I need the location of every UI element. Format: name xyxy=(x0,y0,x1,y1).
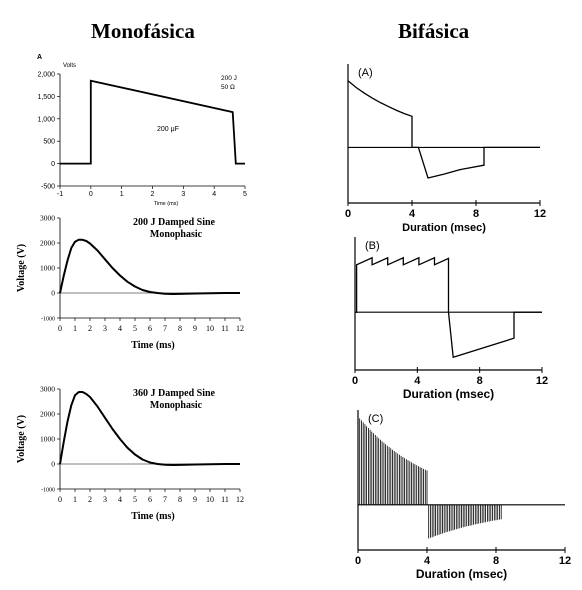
x-tick-label: 1 xyxy=(73,324,77,333)
panel-label: (A) xyxy=(358,67,373,79)
x-tick-label: 4 xyxy=(424,555,431,567)
panel-label: (B) xyxy=(365,240,380,252)
y-axis-label: Voltage (V) xyxy=(16,415,27,463)
y-tick-label: 3000 xyxy=(40,385,55,394)
annotation-energy: 200 J xyxy=(221,75,237,82)
x-tick-label: 12 xyxy=(559,555,571,567)
x-tick-label: 4 xyxy=(118,495,122,504)
x-tick-label: 8 xyxy=(178,324,182,333)
chart-biphasic-a: 0 4 8 12 Duration (msec) (A) xyxy=(345,64,546,234)
x-tick-label: 7 xyxy=(163,324,167,333)
series-line xyxy=(59,238,240,295)
x-tick-label: 2 xyxy=(88,324,92,333)
x-tick-label: 3 xyxy=(103,495,107,504)
panel-label: A xyxy=(37,54,42,61)
y-tick-label: 1000 xyxy=(40,264,55,273)
chart-subtitle: Monophasic xyxy=(150,229,203,240)
chart-title: 200 J Damped Sine xyxy=(133,217,216,228)
x-tick-label: 8 xyxy=(493,555,499,567)
y-axis-label: Voltage (V) xyxy=(16,244,27,292)
annotation-resistance: 50 Ω xyxy=(221,84,235,91)
pulse-train-phase2 xyxy=(428,504,502,539)
y-tick-label: 0 xyxy=(51,289,55,298)
y-axis-label: Volts xyxy=(63,63,76,69)
y-tick-label: 2000 xyxy=(40,410,55,419)
series-line xyxy=(355,256,542,359)
x-tick-label: 8 xyxy=(477,375,483,387)
x-tick-label: 9 xyxy=(193,495,197,504)
x-axis-label: Time (ms) xyxy=(131,511,174,522)
x-tick-label: 6 xyxy=(148,495,152,504)
x-tick-label: 8 xyxy=(178,495,182,504)
x-tick-label: 2 xyxy=(88,495,92,504)
y-tick-label: 3000 xyxy=(40,214,55,223)
x-tick-label: 7 xyxy=(163,495,167,504)
y-tick-label: -500 xyxy=(41,184,55,191)
x-tick-label: 10 xyxy=(206,324,214,333)
pulse-train-phase1 xyxy=(357,416,428,505)
x-tick-label: 12 xyxy=(236,495,244,504)
chart-title: 360 J Damped Sine xyxy=(133,388,216,399)
y-tick-label: -1000 xyxy=(41,488,55,494)
annotation-capacitance: 200 μF xyxy=(157,126,179,133)
x-axis-label: Time (ms) xyxy=(131,340,174,351)
x-tick-label: 2 xyxy=(151,191,155,198)
x-tick-label: 8 xyxy=(473,208,479,220)
x-tick-label: 4 xyxy=(409,208,416,220)
series-line xyxy=(60,79,245,165)
x-tick-label: 11 xyxy=(221,324,229,333)
x-tick-label: 12 xyxy=(534,208,546,220)
x-tick-label: 1 xyxy=(120,191,124,198)
x-tick-label: 3 xyxy=(103,324,107,333)
x-tick-label: 10 xyxy=(206,495,214,504)
x-tick-label: 11 xyxy=(221,495,229,504)
x-tick-label: 5 xyxy=(133,495,137,504)
x-tick-label: 0 xyxy=(58,324,62,333)
chart-subtitle: Monophasic xyxy=(150,400,203,411)
header-monophasic: Monofásica xyxy=(91,19,195,43)
x-tick-label: 1 xyxy=(73,495,77,504)
y-tick-label: 1,000 xyxy=(37,116,55,123)
y-tick-label: 0 xyxy=(51,161,55,168)
chart-biphasic-b: 0 4 8 12 Duration (msec) (B) xyxy=(352,237,548,401)
y-tick-label: 2000 xyxy=(40,239,55,248)
x-tick-label: 0 xyxy=(89,191,93,198)
y-tick-label: 2,000 xyxy=(37,72,55,79)
x-tick-label: 5 xyxy=(243,191,247,198)
x-tick-label: 4 xyxy=(118,324,122,333)
x-axis-label: Duration (msec) xyxy=(403,387,494,401)
series-line xyxy=(347,80,540,179)
series-line xyxy=(59,391,240,466)
x-tick-label: 6 xyxy=(148,324,152,333)
panel-label: (C) xyxy=(368,413,383,425)
x-axis-label: Time (ms) xyxy=(154,201,179,207)
header-biphasic: Bifásica xyxy=(398,19,470,43)
chart-biphasic-c: 0 4 8 12 Duration (msec) (C) xyxy=(355,410,571,581)
x-tick-label: 12 xyxy=(236,324,244,333)
x-tick-label: 12 xyxy=(536,375,548,387)
y-tick-label: -1000 xyxy=(41,317,55,323)
y-tick-label: 1,500 xyxy=(37,94,55,101)
y-tick-label: 1000 xyxy=(40,435,55,444)
x-tick-label: 0 xyxy=(352,375,358,387)
x-tick-label: 9 xyxy=(193,324,197,333)
x-tick-label: 0 xyxy=(58,495,62,504)
x-tick-label: 0 xyxy=(345,208,351,220)
x-tick-label: 4 xyxy=(212,191,216,198)
x-tick-label: -1 xyxy=(57,191,63,198)
x-tick-label: 4 xyxy=(414,375,421,387)
y-tick-label: 500 xyxy=(43,139,55,146)
x-tick-label: 3 xyxy=(181,191,185,198)
x-axis-label: Duration (msec) xyxy=(402,222,486,234)
x-axis-label: Duration (msec) xyxy=(416,567,507,581)
chart-mono-a: -1 0 1 2 3 4 5 -500 0 500 1,000 1,500 2,000 A Volts Tim… xyxy=(37,54,247,207)
y-tick-label: 0 xyxy=(51,460,55,469)
x-tick-label: 0 xyxy=(355,555,361,567)
x-tick-label: 5 xyxy=(133,324,137,333)
